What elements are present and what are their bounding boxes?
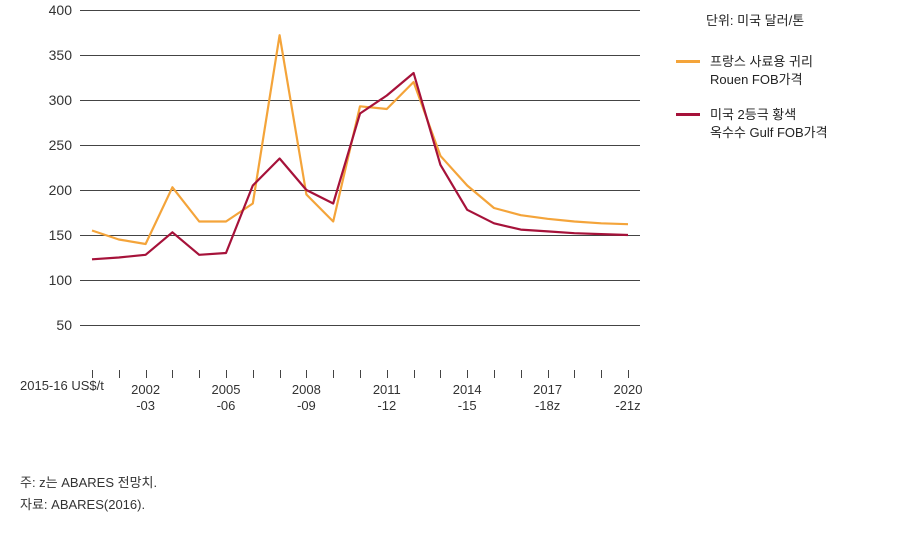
y-tick-label: 300 — [49, 92, 72, 108]
legend: 단위: 미국 달러/톤 프랑스 사료용 귀리 Rouen FOB가격 미국 2등… — [676, 10, 896, 159]
footnote-source: 자료: ABARES(2016). — [20, 494, 157, 516]
y-axis: 50100150200250300350400 — [20, 10, 80, 370]
legend-label-series1: 프랑스 사료용 귀리 Rouen FOB가격 — [710, 53, 813, 88]
footnotes: 주: z는 ABARES 전망치. 자료: ABARES(2016). — [20, 472, 157, 516]
x-tick — [548, 370, 549, 378]
plot-area — [80, 10, 640, 370]
x-tick-label: 2008 -09 — [292, 382, 321, 413]
x-tick — [628, 370, 629, 378]
y-tick-label: 200 — [49, 182, 72, 198]
x-tick — [92, 370, 93, 378]
x-tick — [172, 370, 173, 378]
x-tick — [199, 370, 200, 378]
x-tick — [253, 370, 254, 378]
y-tick-label: 50 — [56, 317, 72, 333]
y-tick-label: 100 — [49, 272, 72, 288]
x-tick — [387, 370, 388, 378]
unit-label: 단위: 미국 달러/톤 — [676, 10, 896, 29]
legend-item-series2: 미국 2등극 황색 옥수수 Gulf FOB가격 — [676, 106, 896, 141]
y-tick-label: 400 — [49, 2, 72, 18]
legend-swatch-series1 — [676, 60, 700, 63]
x-tick — [574, 370, 575, 378]
legend-item-series1: 프랑스 사료용 귀리 Rouen FOB가격 — [676, 53, 896, 88]
series-line-series2 — [92, 73, 628, 259]
series-line-series1 — [92, 35, 628, 244]
x-tick-label: 2014 -15 — [453, 382, 482, 413]
y-tick-label: 150 — [49, 227, 72, 243]
x-tick — [226, 370, 227, 378]
x-tick — [467, 370, 468, 378]
x-tick — [360, 370, 361, 378]
x-tick — [280, 370, 281, 378]
y-tick-label: 250 — [49, 137, 72, 153]
x-tick-label: 2011 -12 — [373, 382, 401, 413]
x-axis: 2002 -03 2005 -06 2008 -09 2011 -12 2014 -15… — [80, 370, 640, 430]
chart-container: 50100150200250300350400 2015-16 US$/t 20… — [20, 10, 660, 430]
x-tick-label: 2005 -06 — [212, 382, 241, 413]
x-tick — [333, 370, 334, 378]
x-tick — [146, 370, 147, 378]
x-tick-label: 2020 -21z — [614, 382, 643, 413]
x-tick — [521, 370, 522, 378]
x-tick — [414, 370, 415, 378]
legend-label-series2: 미국 2등극 황색 옥수수 Gulf FOB가격 — [710, 106, 828, 141]
y-tick-label: 350 — [49, 47, 72, 63]
x-tick — [601, 370, 602, 378]
x-tick-label: 2002 -03 — [131, 382, 160, 413]
x-tick — [440, 370, 441, 378]
x-tick — [494, 370, 495, 378]
x-tick — [306, 370, 307, 378]
footnote-note: 주: z는 ABARES 전망치. — [20, 472, 157, 494]
legend-swatch-series2 — [676, 113, 700, 116]
x-tick — [119, 370, 120, 378]
x-tick-label: 2017 -18z — [533, 382, 562, 413]
line-svg — [80, 10, 640, 370]
